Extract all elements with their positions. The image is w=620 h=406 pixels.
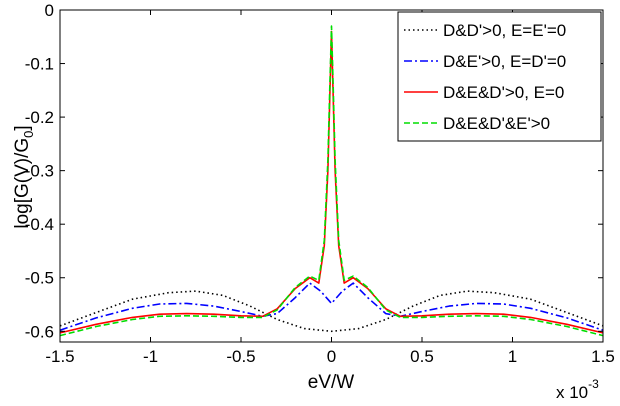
y-axis-label-main: log[G(V)/G: [12, 138, 33, 229]
legend-label-3: D&E&D'>0, E=0: [443, 83, 564, 102]
y-tick-label: -0.1: [25, 55, 54, 74]
x-axis-label: eV/W: [308, 372, 355, 393]
legend-label-2: D&E'>0, E=D'=0: [443, 52, 566, 71]
legend-items: D&D'>0, E=E'=0 D&E'>0, E=D'=0 D&E&D'>0, E=…: [404, 21, 566, 133]
x-axis-multiplier-exponent: -3: [588, 377, 599, 391]
y-tick-label: -0.2: [25, 108, 54, 127]
legend-label-1: D&D'>0, E=E'=0: [443, 21, 566, 40]
y-tick-label: -0.4: [25, 215, 54, 234]
y-axis-label-subscript: 0: [21, 131, 36, 138]
legend-box: [397, 11, 602, 142]
legend: D&D'>0, E=E'=0 D&E'>0, E=D'=0 D&E&D'>0, E=…: [397, 11, 602, 142]
legend-label-4: D&E&D'&E'>0: [443, 114, 550, 133]
y-tick-label: -0.5: [25, 269, 54, 288]
y-tick-label: -0.6: [25, 322, 54, 341]
y-tick-label: -0.3: [25, 162, 54, 181]
series-line-1: [59, 290, 604, 333]
y-axis-label-end: ]: [12, 125, 33, 130]
x-axis-multiplier: x 10-3: [556, 377, 599, 402]
x-axis-multiplier-base: x 10: [556, 383, 588, 402]
x-tick-label: -0.5: [226, 347, 255, 366]
x-tick-label: -1.5: [45, 347, 74, 366]
x-tick-label: 1.5: [591, 347, 615, 366]
series-line-2: [59, 282, 604, 331]
series-layer: [59, 25, 604, 337]
y-axis-label: log[G(V)/G0]: [12, 125, 36, 228]
series-line-4: [59, 25, 604, 337]
x-tick-label: 1: [508, 347, 517, 366]
y-tick-label: 0: [45, 1, 54, 20]
x-tick-label: 0.5: [410, 347, 434, 366]
x-tick-label: -1: [143, 347, 158, 366]
x-tick-label: 0: [327, 347, 336, 366]
